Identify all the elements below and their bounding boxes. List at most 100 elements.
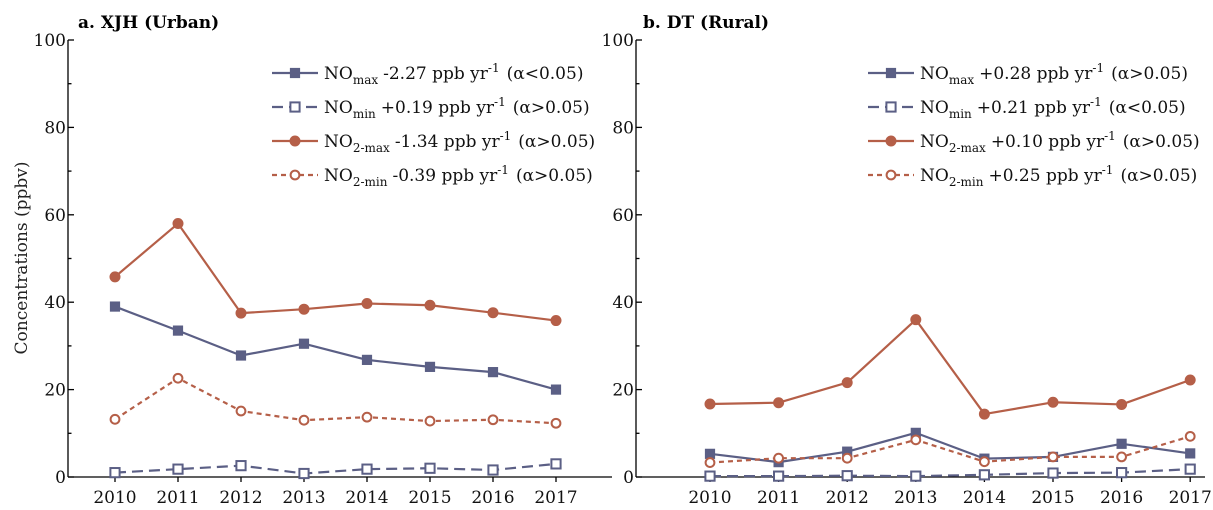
- data-point: [109, 301, 121, 312]
- legend-marker: [289, 101, 301, 113]
- data-point: [235, 350, 247, 361]
- data-point: [1047, 451, 1059, 463]
- y-tick-label: 20: [612, 381, 634, 401]
- x-tick-label: 2012: [826, 488, 869, 508]
- data-point: [298, 338, 310, 349]
- data-point: [773, 452, 784, 464]
- data-point: [841, 470, 853, 482]
- y-tick-label: 0: [623, 468, 634, 488]
- data-point: [704, 398, 716, 410]
- legend-entry: NOmin +0.19 ppb yr-1 (α>0.05): [324, 95, 590, 121]
- x-tick-label: 2016: [471, 488, 514, 508]
- data-point: [487, 367, 499, 378]
- data-point: [172, 325, 184, 336]
- data-point: [235, 460, 247, 472]
- data-point: [298, 467, 310, 480]
- data-point: [1116, 438, 1127, 449]
- data-point: [1185, 448, 1196, 459]
- data-point: [424, 361, 436, 372]
- y-axis-label: Concentrations (ppbv): [12, 162, 32, 355]
- series-line: [709, 318, 1191, 416]
- data-point: [109, 413, 121, 425]
- y-tick-label: 80: [612, 118, 634, 138]
- panel-b-dt-rural: b. DT (Rural) 0 20 40 60 80 100 2010 2011 2012 201…: [602, 13, 1212, 508]
- data-point: [910, 314, 922, 326]
- data-point: [298, 414, 310, 426]
- data-point: [1116, 398, 1128, 410]
- data-point: [298, 303, 310, 315]
- data-point: [424, 462, 436, 474]
- data-point: [1047, 467, 1059, 479]
- data-point: [704, 448, 716, 459]
- series-line: [114, 305, 557, 391]
- x-tick-label: 2013: [282, 488, 325, 508]
- data-point: [978, 469, 990, 481]
- legend-marker: [885, 135, 897, 147]
- data-point: [550, 458, 562, 470]
- series-NO2-max: [109, 218, 562, 327]
- legend-marker: [289, 67, 301, 79]
- x-tick-label: 2011: [757, 488, 800, 508]
- data-point: [841, 452, 853, 464]
- series-NO2-min: [704, 430, 1196, 468]
- x-tick-label: 2016: [1100, 488, 1143, 508]
- legend: NOmax +0.28 ppb yr-1 (α>0.05) NOmin +0.21 pp…: [868, 61, 1200, 189]
- legend-entry: NO2-max -1.34 ppb yr-1 (α>0.05): [324, 129, 595, 155]
- legend-entry: NO2-min +0.25 ppb yr-1 (α>0.05): [920, 163, 1197, 189]
- legend-entry: NOmax -2.27 ppb yr-1 (α<0.05): [324, 61, 583, 87]
- data-point: [109, 467, 121, 479]
- data-point: [235, 405, 247, 417]
- series-NOmin: [704, 463, 1196, 482]
- data-point: [1116, 467, 1128, 479]
- series-line: [114, 462, 557, 475]
- data-point: [361, 463, 373, 475]
- data-point: [172, 372, 184, 384]
- data-point: [550, 384, 562, 395]
- data-point: [773, 397, 785, 409]
- panel-title: b. DT (Rural): [643, 13, 769, 33]
- data-point: [109, 271, 121, 283]
- panel-a-xjh-urban: a. XJH (Urban) 0 20 40 60 80 100 2010 2011 2012 20…: [34, 13, 612, 508]
- data-point: [361, 411, 373, 423]
- data-point: [841, 377, 853, 389]
- series-line: [114, 222, 557, 322]
- series-NOmax: [109, 301, 562, 395]
- x-tick-label: 2010: [688, 488, 731, 508]
- series-NO2-max: [704, 314, 1196, 420]
- data-point: [773, 470, 785, 482]
- series-line: [709, 435, 1191, 464]
- series-NOmin: [109, 458, 562, 480]
- y-tick-label: 0: [55, 468, 66, 488]
- y-tick-label: 100: [34, 31, 66, 51]
- x-tick-label: 2013: [894, 488, 937, 508]
- y-tick-label: 60: [612, 206, 634, 226]
- legend: NOmax -2.27 ppb yr-1 (α<0.05) NOmin +0.19 pp…: [272, 61, 595, 189]
- data-point: [487, 464, 499, 476]
- legend-marker: [885, 101, 897, 113]
- x-tick-label: 2014: [345, 488, 388, 508]
- legend-entry: NOmin +0.21 ppb yr-1 (α<0.05): [920, 95, 1186, 121]
- data-point: [424, 299, 436, 311]
- data-point: [1184, 374, 1196, 386]
- x-tick-label: 2015: [408, 488, 451, 508]
- data-point: [487, 307, 499, 319]
- data-point: [550, 417, 562, 429]
- data-point: [235, 307, 247, 319]
- legend-marker: [289, 169, 301, 181]
- data-point: [172, 218, 184, 230]
- legend-entry: NO2-min -0.39 ppb yr-1 (α>0.05): [324, 163, 593, 189]
- x-tick-label: 2010: [93, 488, 136, 508]
- series-NO2-min: [109, 372, 562, 429]
- data-point: [172, 463, 184, 475]
- y-tick-label: 60: [44, 206, 66, 226]
- data-point: [424, 415, 436, 427]
- data-point: [487, 414, 499, 426]
- y-tick-label: 40: [44, 293, 66, 313]
- series-line: [710, 468, 1191, 478]
- x-tick-label: 2017: [1169, 488, 1212, 508]
- data-point: [1184, 430, 1196, 442]
- data-point: [1184, 463, 1196, 475]
- data-point: [361, 354, 373, 365]
- legend-entry: NOmax +0.28 ppb yr-1 (α>0.05): [920, 61, 1188, 87]
